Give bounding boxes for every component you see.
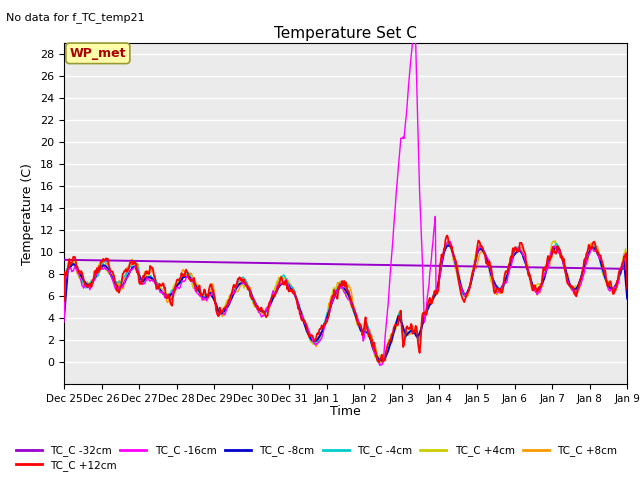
Title: Temperature Set C: Temperature Set C xyxy=(274,25,417,41)
Text: WP_met: WP_met xyxy=(70,47,126,60)
Y-axis label: Temperature (C): Temperature (C) xyxy=(22,163,35,264)
Legend: TC_C -32cm, TC_C -16cm, TC_C -8cm, TC_C -4cm, TC_C +4cm, TC_C +8cm: TC_C -32cm, TC_C -16cm, TC_C -8cm, TC_C … xyxy=(12,441,621,460)
X-axis label: Time: Time xyxy=(330,405,361,418)
Legend: TC_C +12cm: TC_C +12cm xyxy=(12,456,121,475)
Text: No data for f_TC_temp21: No data for f_TC_temp21 xyxy=(6,12,145,23)
